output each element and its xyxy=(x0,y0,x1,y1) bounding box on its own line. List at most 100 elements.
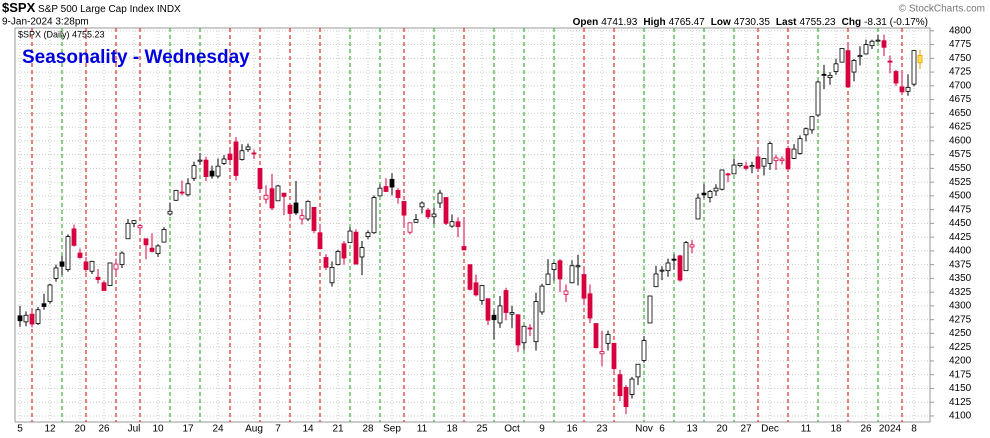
candle-body xyxy=(563,290,569,295)
candle-body xyxy=(437,192,443,204)
candle-body xyxy=(341,243,347,259)
candle-body xyxy=(713,187,719,192)
candle-body xyxy=(647,295,653,324)
candle-body xyxy=(557,260,563,280)
y-tick-label: 4625 xyxy=(949,122,972,133)
candle-body xyxy=(161,229,167,243)
candle-body xyxy=(899,86,905,93)
candle-body xyxy=(299,215,305,220)
y-tick-label: 4150 xyxy=(949,383,972,394)
candle-body xyxy=(413,219,419,223)
quote-label: High xyxy=(643,17,665,28)
x-tick-label: 11 xyxy=(417,424,428,435)
candle-body xyxy=(635,363,641,378)
x-tick-label: 20 xyxy=(716,424,728,435)
x-tick-label: 27 xyxy=(740,424,752,435)
x-tick-label: 12 xyxy=(44,424,56,435)
candle-body xyxy=(233,141,239,176)
candle-body xyxy=(359,247,365,258)
candle-body xyxy=(113,263,119,270)
candle-body xyxy=(749,165,755,168)
candle-body xyxy=(95,276,101,280)
candle-body xyxy=(155,245,161,255)
candle-body xyxy=(887,60,893,63)
candle-body xyxy=(71,228,77,246)
candle-body xyxy=(707,191,713,198)
candle-body xyxy=(605,334,611,344)
candle-body xyxy=(665,262,671,272)
candle-body xyxy=(863,44,869,55)
candle-body xyxy=(353,231,359,265)
candle-body xyxy=(515,314,521,346)
candle-body xyxy=(77,252,83,258)
quote-value: 4765.47 xyxy=(669,17,706,28)
y-tick-label: 4525 xyxy=(949,177,972,188)
candle-body xyxy=(119,252,125,266)
candle-body xyxy=(629,378,635,395)
symbol: $SPX xyxy=(2,0,36,15)
candle-body xyxy=(101,282,107,291)
candle-body xyxy=(365,232,371,237)
x-tick-label: Aug xyxy=(245,424,263,435)
plot-frame xyxy=(14,27,931,423)
quote-label: Chg xyxy=(842,17,861,28)
candle-body xyxy=(347,230,353,244)
candle-body xyxy=(917,55,923,64)
candle-body xyxy=(551,263,557,270)
candle-body xyxy=(743,165,749,169)
x-tick-label: 9 xyxy=(539,424,545,435)
quote-value: 4755.23 xyxy=(799,17,836,28)
y-tick-label: 4750 xyxy=(949,53,972,64)
candle-body xyxy=(527,327,533,330)
candle-body xyxy=(131,220,137,224)
candle-body xyxy=(323,257,329,268)
candle-body xyxy=(305,200,311,220)
y-tick-label: 4600 xyxy=(949,135,972,146)
quote-label: Open xyxy=(573,17,599,28)
candle-body xyxy=(203,159,209,178)
y-tick-label: 4325 xyxy=(949,287,972,298)
candle-body xyxy=(827,74,833,78)
y-tick-label: 4275 xyxy=(949,314,972,325)
candle-body xyxy=(449,221,455,227)
candle-body xyxy=(281,192,287,197)
x-tick-label: 5 xyxy=(17,424,23,435)
x-tick-label: 16 xyxy=(566,424,578,435)
candle-body xyxy=(575,265,581,268)
x-tick-label: 6 xyxy=(659,424,665,435)
candle-body xyxy=(539,285,545,313)
date: 9-Jan-2024 3:28pm xyxy=(2,17,89,28)
x-tick-label: 28 xyxy=(362,424,374,435)
candle-body xyxy=(545,273,551,285)
candle-body xyxy=(125,222,131,240)
candle-body xyxy=(737,163,743,167)
candle-body xyxy=(209,170,215,177)
candle-body xyxy=(389,178,395,188)
y-tick-label: 4450 xyxy=(949,218,972,229)
y-tick-label: 4100 xyxy=(949,411,972,422)
candle-body xyxy=(857,55,863,58)
candle-body xyxy=(809,116,815,131)
candle-body xyxy=(407,222,413,233)
candle-body xyxy=(245,146,251,151)
candle-body xyxy=(179,191,185,194)
candle-body xyxy=(89,260,95,272)
y-tick-label: 4175 xyxy=(949,369,972,380)
candle-body xyxy=(833,63,839,72)
x-tick-label: Sep xyxy=(383,424,401,435)
x-tick-label: 21 xyxy=(332,424,344,435)
candle-body xyxy=(815,81,821,116)
x-tick-label: 2024 xyxy=(879,424,902,435)
candle-body xyxy=(293,202,299,214)
y-tick-label: 4675 xyxy=(949,94,972,105)
candle-body xyxy=(497,305,503,324)
candle-body xyxy=(257,167,263,190)
y-tick-label: 4250 xyxy=(949,328,972,339)
candle-body xyxy=(29,313,35,325)
candle-body xyxy=(419,202,425,208)
candle-body xyxy=(467,264,473,290)
candle-body xyxy=(65,236,71,270)
candle-body xyxy=(875,39,881,42)
